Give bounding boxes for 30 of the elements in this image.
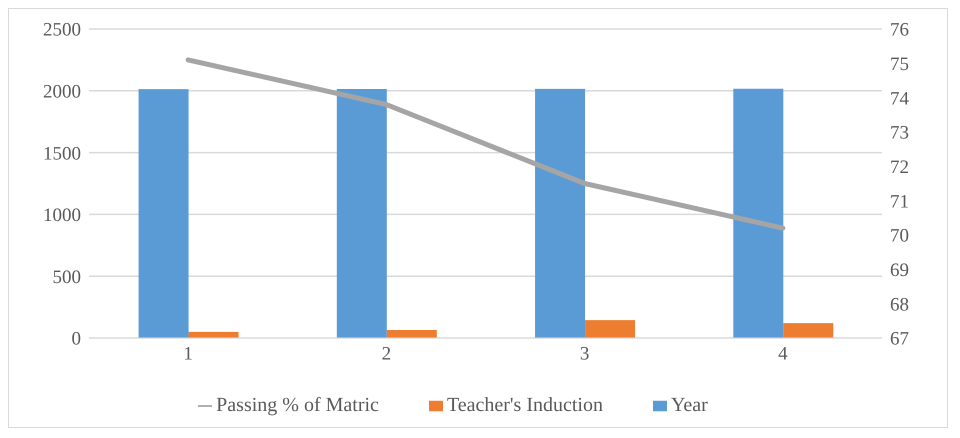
y-tick-label: 2500: [43, 20, 81, 41]
y2-tick-label: 69: [890, 260, 909, 282]
bar: [585, 320, 636, 338]
y2-tick-label: 75: [890, 54, 909, 76]
bar: [386, 330, 437, 338]
bar: [783, 323, 834, 338]
legend-label: Passing % of Matric: [216, 394, 379, 416]
y2-tick-label: 74: [890, 88, 910, 110]
y-tick-label: 1000: [43, 205, 81, 226]
bar: [733, 88, 784, 338]
bar: [535, 88, 586, 338]
legend-label: Year: [670, 394, 708, 416]
legend-label: Teacher's Induction: [446, 394, 603, 416]
bar: [336, 88, 387, 338]
y2-tick-label: 71: [890, 191, 909, 212]
x-tick-label: 2: [382, 343, 392, 364]
bar: [138, 89, 189, 338]
x-tick-label: 1: [183, 343, 193, 364]
y-tick-label: 1500: [43, 143, 81, 164]
y-tick-label: 0: [72, 328, 81, 350]
y2-tick-label: 72: [890, 157, 909, 178]
x-tick-label: 4: [778, 343, 788, 364]
y2-tick-label: 73: [890, 122, 909, 144]
y-tick-label: 500: [52, 266, 81, 288]
y2-tick-label: 68: [890, 294, 909, 316]
y2-tick-label: 76: [890, 20, 909, 41]
y-tick-label: 2000: [43, 82, 81, 103]
x-tick-label: 3: [580, 343, 590, 364]
y2-tick-label: 67: [890, 328, 909, 350]
y2-tick-label: 70: [890, 226, 909, 247]
